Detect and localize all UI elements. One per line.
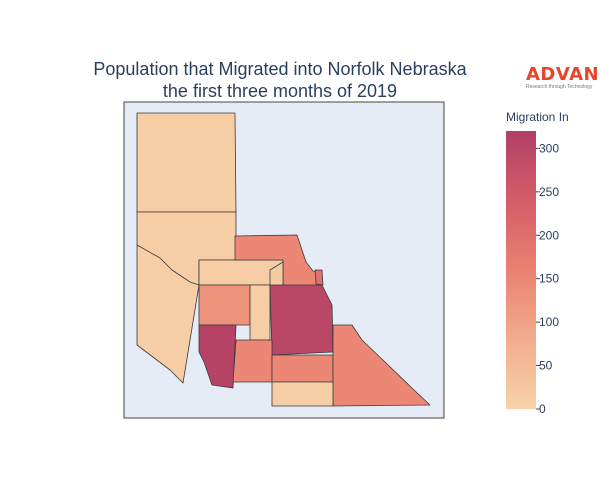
region-north[interactable] — [136, 112, 237, 213]
title-line-2: the first three months of 2019 — [162, 81, 398, 101]
region-south-east-inner[interactable] — [271, 354, 334, 383]
region-south-central[interactable] — [232, 339, 273, 383]
colorbar-tick-label: 0 — [539, 402, 546, 416]
colorbar-tick-label: 100 — [539, 315, 559, 329]
logo-tagline: Research through Technology — [526, 84, 593, 90]
colorbar-tick-label: 200 — [539, 228, 559, 242]
advan-logo: ADVAN Research through Technology — [526, 64, 600, 91]
regions-layer — [136, 112, 431, 407]
region-southeast[interactable] — [332, 324, 431, 407]
title-line-1: Population that Migrated into Norfolk Ne… — [93, 59, 467, 79]
region-east-sliver[interactable] — [314, 269, 324, 286]
logo-wordmark: ADVAN — [526, 64, 600, 85]
colorbar-tick-label: 250 — [539, 185, 559, 199]
colorbar-tick-label: 300 — [539, 141, 559, 155]
chart-title: Population that Migrated into Norfolk Ne… — [60, 58, 500, 102]
colorbar-ticks: 0 50 100 150 200 250 300 — [536, 141, 559, 416]
region-norfolk-center[interactable] — [269, 284, 334, 356]
region-south[interactable] — [271, 381, 334, 407]
colorbar-title: Migration In — [506, 110, 569, 124]
colorbar-tick-label: 150 — [539, 272, 559, 286]
region-central-west[interactable] — [198, 284, 251, 326]
region-central[interactable] — [249, 284, 271, 341]
colorbar — [506, 131, 536, 409]
region-southwest[interactable] — [198, 324, 237, 389]
colorbar-tick-label: 50 — [539, 359, 553, 373]
border-line — [136, 244, 200, 286]
